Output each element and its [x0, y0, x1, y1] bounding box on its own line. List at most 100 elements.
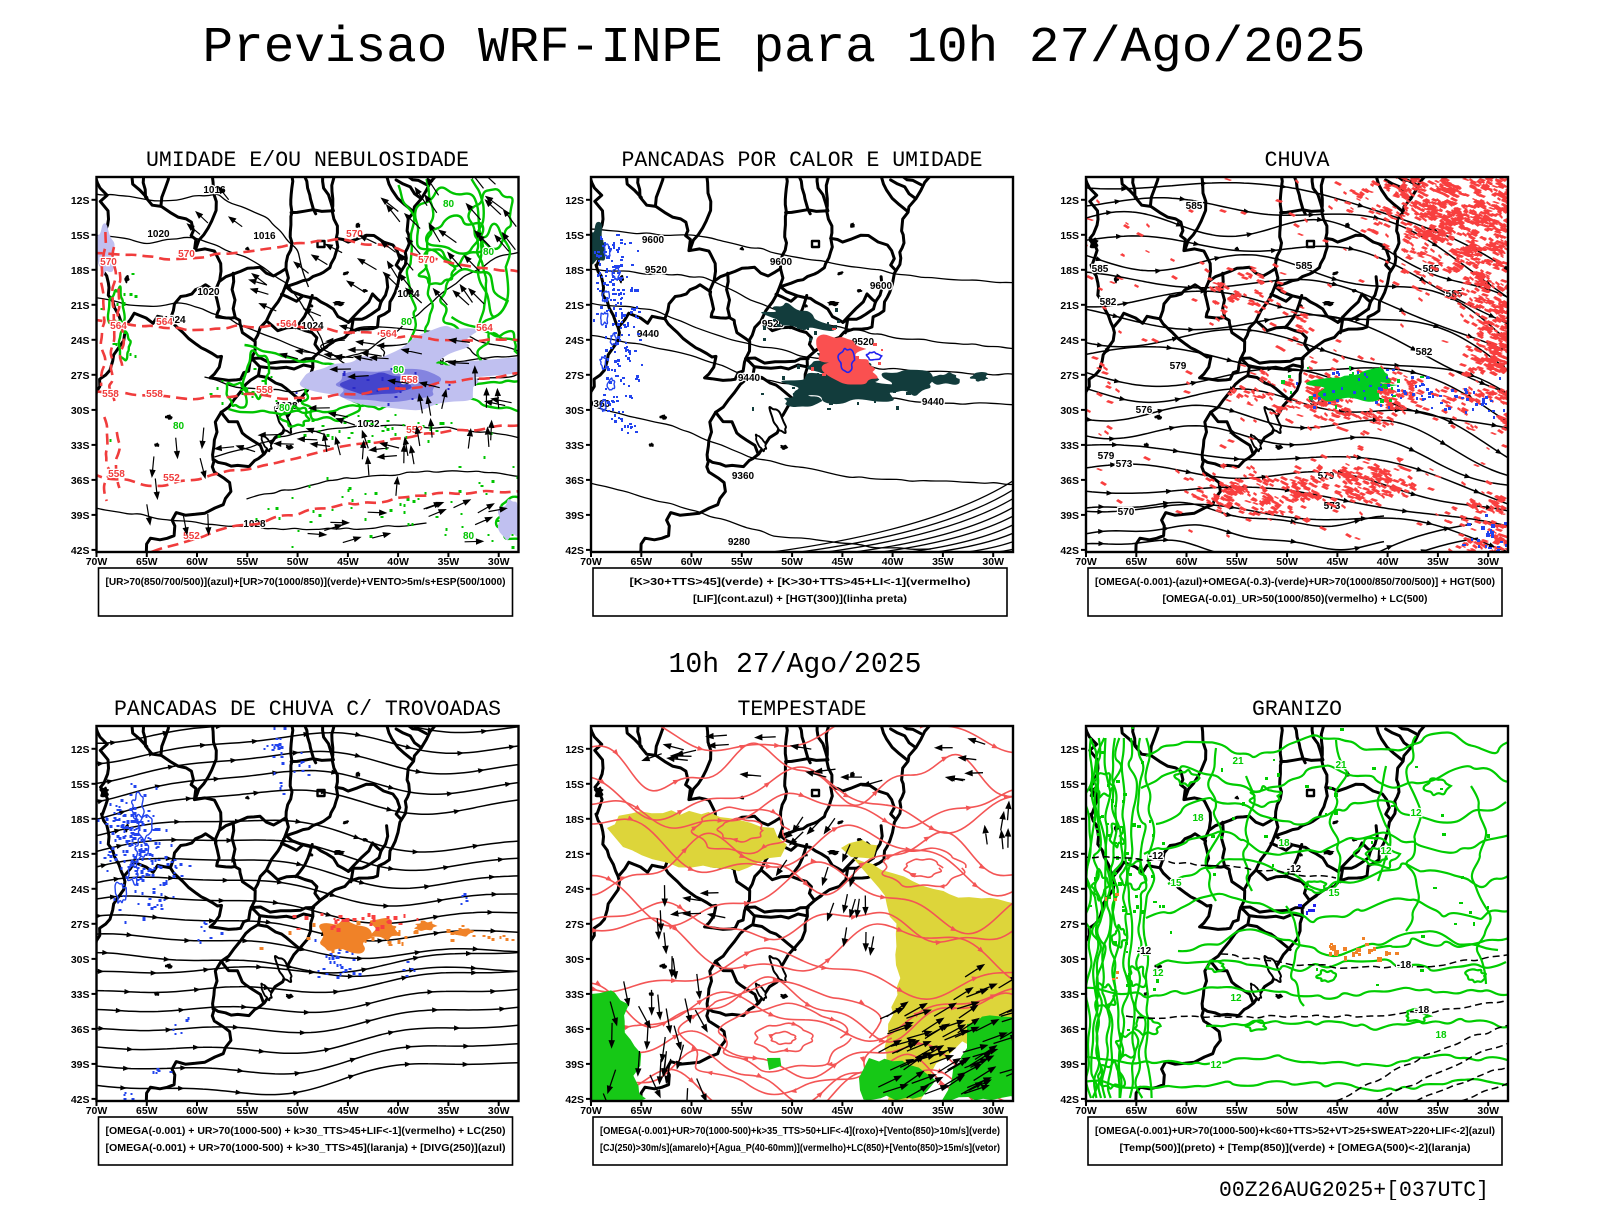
svg-text:80: 80: [443, 199, 455, 210]
svg-text:65W: 65W: [631, 1105, 653, 1117]
svg-text:50W: 50W: [287, 1105, 309, 1117]
svg-text:24S: 24S: [565, 335, 584, 347]
svg-text:40W: 40W: [882, 1105, 904, 1117]
svg-text:15S: 15S: [565, 230, 584, 242]
svg-text:50W: 50W: [1276, 1105, 1298, 1117]
svg-text:12: 12: [1410, 808, 1422, 819]
svg-text:30W: 30W: [488, 556, 510, 568]
svg-text:-12: -12: [1287, 864, 1302, 875]
svg-text:35W: 35W: [1427, 556, 1449, 568]
svg-text:60W: 60W: [681, 1105, 703, 1117]
svg-text:579: 579: [1098, 451, 1115, 462]
svg-text:1016: 1016: [203, 185, 226, 196]
svg-text:9360: 9360: [732, 471, 755, 482]
svg-text:12S: 12S: [565, 744, 584, 756]
svg-text:15: 15: [1328, 888, 1340, 899]
svg-text:40W: 40W: [387, 1105, 409, 1117]
svg-text:42S: 42S: [1060, 545, 1079, 557]
svg-text:[CJ(250)>30m/s](amarelo)+[Agua: [CJ(250)>30m/s](amarelo)+[Agua_P(40-60mm…: [600, 1143, 1000, 1154]
svg-text:35W: 35W: [1427, 1105, 1449, 1117]
svg-text:12: 12: [1152, 968, 1164, 979]
svg-text:CHUVA: CHUVA: [1265, 147, 1330, 173]
svg-text:15S: 15S: [71, 230, 90, 242]
svg-text:21S: 21S: [565, 300, 584, 312]
svg-text:12S: 12S: [565, 195, 584, 207]
svg-text:80: 80: [393, 365, 405, 376]
svg-text:564: 564: [280, 319, 297, 330]
svg-text:585: 585: [1296, 261, 1313, 272]
svg-text:18S: 18S: [71, 265, 90, 277]
svg-text:18S: 18S: [565, 814, 584, 826]
svg-text:33S: 33S: [565, 440, 584, 452]
svg-text:18: 18: [1192, 813, 1204, 824]
svg-text:36S: 36S: [565, 475, 584, 487]
svg-text:50W: 50W: [1276, 556, 1298, 568]
svg-text:42S: 42S: [1060, 1094, 1079, 1106]
svg-text:552: 552: [406, 425, 423, 436]
svg-text:PANCADAS POR CALOR E UMIDADE: PANCADAS POR CALOR E UMIDADE: [622, 147, 983, 173]
svg-text:570: 570: [1118, 507, 1135, 518]
svg-text:21S: 21S: [71, 849, 90, 861]
svg-text:582: 582: [1100, 297, 1117, 308]
svg-text:21S: 21S: [71, 300, 90, 312]
svg-text:27S: 27S: [1060, 370, 1079, 382]
svg-text:585: 585: [1186, 201, 1203, 212]
svg-text:33S: 33S: [565, 989, 584, 1001]
svg-text:39S: 39S: [1060, 510, 1079, 522]
svg-text:570: 570: [418, 255, 435, 266]
svg-text:[OMEGA(-0.01)_UR>50(1000/850)(: [OMEGA(-0.01)_UR>50(1000/850)(vermelho) …: [1163, 594, 1428, 605]
svg-text:65W: 65W: [136, 556, 158, 568]
svg-text:60W: 60W: [186, 556, 208, 568]
svg-text:30S: 30S: [1060, 954, 1079, 966]
svg-text:18: 18: [1435, 1030, 1447, 1041]
svg-text:9440: 9440: [922, 397, 945, 408]
svg-text:10h 27/Ago/2025: 10h 27/Ago/2025: [669, 648, 922, 681]
svg-text:585: 585: [1092, 264, 1109, 275]
svg-text:45W: 45W: [832, 1105, 854, 1117]
svg-text:15S: 15S: [1060, 779, 1079, 791]
svg-text:12: 12: [1210, 1060, 1222, 1071]
svg-text:27S: 27S: [1060, 919, 1079, 931]
svg-text:24S: 24S: [1060, 335, 1079, 347]
svg-text:15S: 15S: [565, 779, 584, 791]
svg-text:576: 576: [1136, 405, 1153, 416]
svg-text:564: 564: [380, 329, 397, 340]
svg-text:12: 12: [1380, 846, 1392, 857]
svg-text:1016: 1016: [253, 231, 276, 242]
svg-text:24S: 24S: [1060, 884, 1079, 896]
svg-text:39S: 39S: [565, 510, 584, 522]
svg-text:9280: 9280: [728, 537, 751, 548]
svg-text:12: 12: [1230, 993, 1242, 1004]
svg-text:42S: 42S: [565, 545, 584, 557]
svg-text:45W: 45W: [1327, 556, 1349, 568]
svg-text:36S: 36S: [71, 475, 90, 487]
svg-text:12S: 12S: [1060, 744, 1079, 756]
svg-text:18S: 18S: [1060, 814, 1079, 826]
svg-text:27S: 27S: [71, 919, 90, 931]
svg-text:[Temp(500)](preto) + [Temp(850: [Temp(500)](preto) + [Temp(850)](verde) …: [1120, 1143, 1471, 1154]
svg-text:30S: 30S: [565, 405, 584, 417]
svg-text:39S: 39S: [565, 1059, 584, 1071]
svg-text:39S: 39S: [1060, 1059, 1079, 1071]
svg-text:27S: 27S: [565, 370, 584, 382]
svg-text:[OMEGA(-0.001) + UR>70(1000-50: [OMEGA(-0.001) + UR>70(1000-500) + k>30_…: [106, 1143, 506, 1154]
svg-text:[OMEGA(-0.001)+UR>70(1000-500): [OMEGA(-0.001)+UR>70(1000-500)+k>35_TTS>…: [600, 1126, 1000, 1137]
svg-text:55W: 55W: [731, 556, 753, 568]
svg-text:1020: 1020: [197, 287, 220, 298]
svg-text:18S: 18S: [1060, 265, 1079, 277]
svg-text:21: 21: [1232, 756, 1244, 767]
svg-text:40W: 40W: [387, 556, 409, 568]
svg-text:35W: 35W: [932, 1105, 954, 1117]
svg-text:80: 80: [463, 531, 475, 542]
svg-text:35W: 35W: [932, 556, 954, 568]
svg-text:36S: 36S: [565, 1024, 584, 1036]
svg-text:570: 570: [100, 257, 117, 268]
svg-text:35W: 35W: [438, 1105, 460, 1117]
svg-text:573: 573: [1116, 459, 1133, 470]
svg-text:70W: 70W: [580, 556, 602, 568]
svg-text:1032: 1032: [357, 419, 380, 430]
svg-text:30S: 30S: [71, 954, 90, 966]
svg-text:12S: 12S: [71, 744, 90, 756]
svg-text:15S: 15S: [71, 779, 90, 791]
svg-text:552: 552: [163, 473, 180, 484]
